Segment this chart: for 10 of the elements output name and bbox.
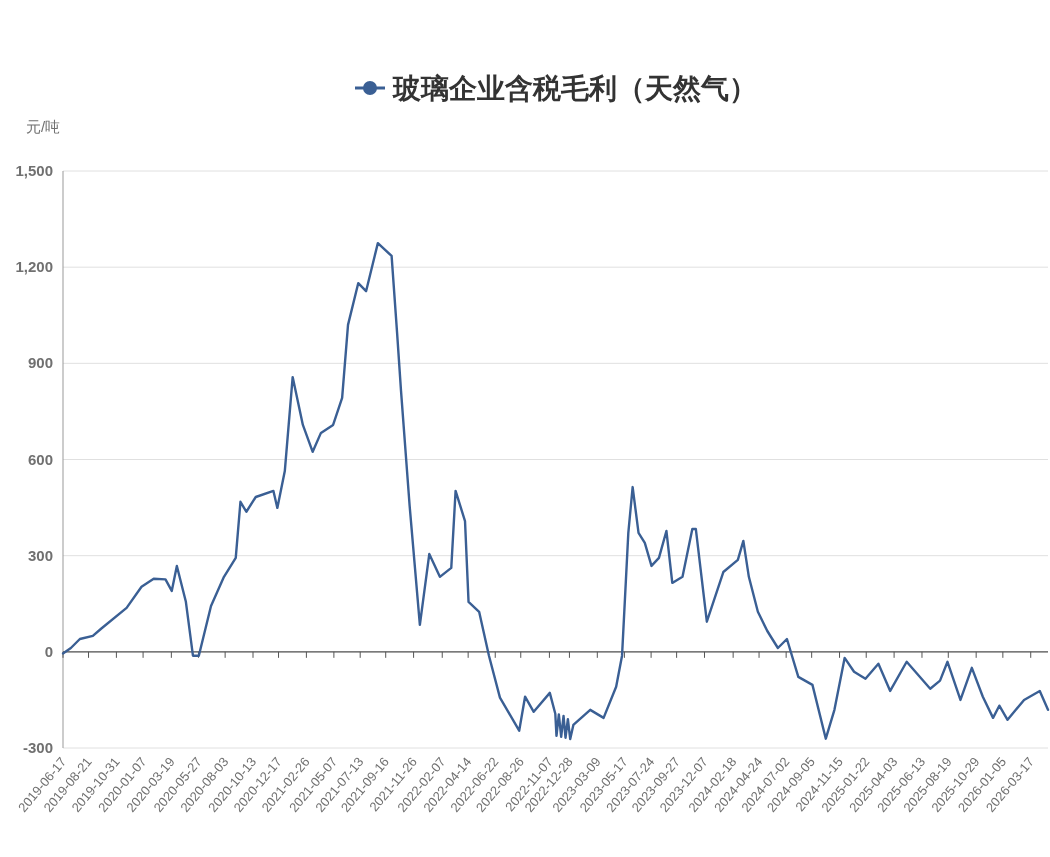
y-tick-label: 600 bbox=[27, 450, 53, 468]
y-tick-label: 900 bbox=[27, 354, 53, 372]
y-tick-label: 0 bbox=[44, 642, 53, 660]
line-series bbox=[61, 241, 1050, 741]
legend-label: 玻璃企业含税毛利（天然气） bbox=[392, 73, 757, 104]
y-tick-label: 300 bbox=[27, 546, 53, 564]
y-tick-label: 1,500 bbox=[15, 162, 53, 179]
y-tick-label: 1,200 bbox=[15, 258, 53, 276]
y-axis-title: 元/吨 bbox=[25, 118, 61, 135]
y-tick-label: -300 bbox=[22, 739, 53, 756]
